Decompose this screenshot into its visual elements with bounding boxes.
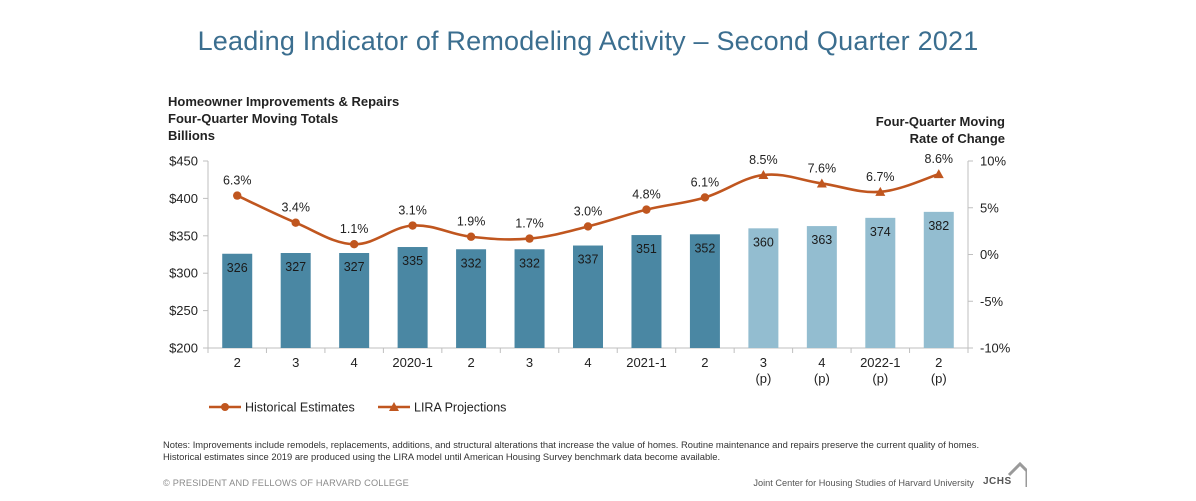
category-label: (p): [814, 371, 830, 386]
right-axis-tick-label: -5%: [980, 294, 1004, 309]
historical-value-label: 3.1%: [398, 204, 427, 218]
projection-marker: [875, 186, 886, 196]
bar-value-label: 382: [928, 219, 949, 233]
bar-value-label: 351: [636, 242, 657, 256]
historical-marker: [700, 193, 710, 202]
right-axis-tick-label: 5%: [980, 200, 999, 215]
bar-value-label: 326: [227, 261, 248, 275]
category-label: 3: [526, 355, 533, 370]
bar: [514, 249, 545, 348]
organization-name: Joint Center for Housing Studies of Harv…: [753, 478, 974, 488]
left-axis-tick-label: $450: [169, 154, 198, 169]
left-axis-tick-label: $200: [169, 341, 198, 356]
category-label: 4: [584, 355, 591, 370]
historical-value-label: 1.1%: [340, 222, 369, 236]
jchs-house-icon: [1007, 461, 1027, 487]
bar: [631, 235, 662, 348]
bar: [397, 247, 428, 348]
projection-marker: [933, 169, 944, 179]
category-label: (p): [931, 371, 947, 386]
historical-marker: [466, 232, 476, 241]
right-axis-tick-label: 10%: [980, 154, 1006, 169]
historical-marker: [525, 234, 534, 243]
left-axis-title-line: Billions: [168, 128, 215, 143]
historical-value-label: 4.8%: [632, 188, 661, 202]
historical-marker: [583, 222, 593, 231]
right-axis-tick-label: -10%: [980, 341, 1011, 356]
legend-historical-marker: [221, 403, 229, 411]
bar: [689, 234, 720, 348]
bar-value-label: 332: [519, 256, 540, 270]
category-label: 2021-1: [626, 355, 666, 370]
left-axis-title-line: Homeowner Improvements & Repairs: [168, 94, 400, 109]
historical-marker: [408, 221, 417, 230]
category-label: 3: [292, 355, 299, 370]
bar: [806, 226, 837, 348]
category-label: 2: [234, 355, 241, 370]
historical-marker: [291, 218, 300, 227]
historical-value-label: 1.9%: [457, 215, 486, 229]
historical-value-label: 6.3%: [223, 174, 252, 188]
category-label: 2: [701, 355, 708, 370]
category-label: 2022-1: [860, 355, 900, 370]
category-label: 2020-1: [392, 355, 432, 370]
historical-value-label: 1.7%: [515, 217, 544, 231]
category-label: 3: [760, 355, 767, 370]
legend-projection-marker: [389, 402, 399, 411]
bar: [923, 211, 954, 348]
projection-value-label: 7.6%: [808, 161, 837, 175]
historical-marker: [349, 240, 359, 249]
bar: [456, 249, 487, 348]
bar-value-label: 337: [578, 253, 599, 267]
copyright: © PRESIDENT AND FELLOWS OF HARVARD COLLE…: [163, 478, 409, 488]
left-axis-tick-label: $250: [169, 303, 198, 318]
bar-value-label: 335: [402, 254, 423, 268]
bar-value-label: 352: [694, 241, 715, 255]
notes: Notes: Improvements include remodels, re…: [163, 439, 980, 462]
category-label: 4: [351, 355, 358, 370]
left-axis-tick-label: $300: [169, 266, 198, 281]
left-axis-tick-label: $350: [169, 228, 198, 243]
right-axis-tick-label: 0%: [980, 247, 999, 262]
category-label: (p): [755, 371, 771, 386]
historical-value-label: 3.4%: [281, 201, 310, 215]
bar: [222, 253, 253, 348]
bar-value-label: 363: [811, 233, 832, 247]
category-label: 2: [467, 355, 474, 370]
category-label: 2: [935, 355, 942, 370]
historical-value-label: 3.0%: [574, 204, 603, 218]
bar: [280, 253, 311, 348]
left-axis-title: Homeowner Improvements & Repairs Four-Qu…: [168, 93, 399, 144]
category-label: (p): [872, 371, 888, 386]
historical-marker: [233, 191, 242, 200]
projection-marker: [816, 178, 827, 188]
left-axis-tick-label: $400: [169, 191, 198, 206]
bar-value-label: 360: [753, 235, 774, 249]
bar: [339, 253, 370, 348]
left-axis-title-line: Four-Quarter Moving Totals: [168, 111, 339, 126]
chart-title: Leading Indicator of Remodeling Activity…: [197, 26, 979, 56]
bar-value-label: 332: [461, 256, 482, 270]
legend-projection-label: LIRA Projections: [414, 401, 506, 415]
projection-value-label: 6.7%: [866, 170, 895, 184]
bar: [865, 217, 896, 348]
historical-marker: [642, 205, 651, 214]
legend-historical-label: Historical Estimates: [245, 401, 355, 415]
right-axis-title-line: Rate of Change: [909, 131, 1005, 146]
right-axis-title-line: Four-Quarter Moving: [875, 114, 1005, 129]
historical-value-label: 6.1%: [691, 175, 720, 189]
projection-value-label: 8.6%: [925, 152, 954, 166]
bar-value-label: 327: [344, 260, 365, 274]
bar: [573, 245, 603, 348]
bar-value-label: 374: [870, 225, 891, 239]
projection-value-label: 8.5%: [749, 153, 778, 167]
bar: [748, 228, 779, 348]
category-label: 4: [818, 355, 825, 370]
right-axis-title: Four-Quarter Moving Rate of Change: [876, 113, 1005, 147]
jchs-logo-text: JCHS: [983, 476, 1012, 487]
bar-value-label: 327: [285, 260, 306, 274]
projection-marker: [758, 170, 769, 180]
